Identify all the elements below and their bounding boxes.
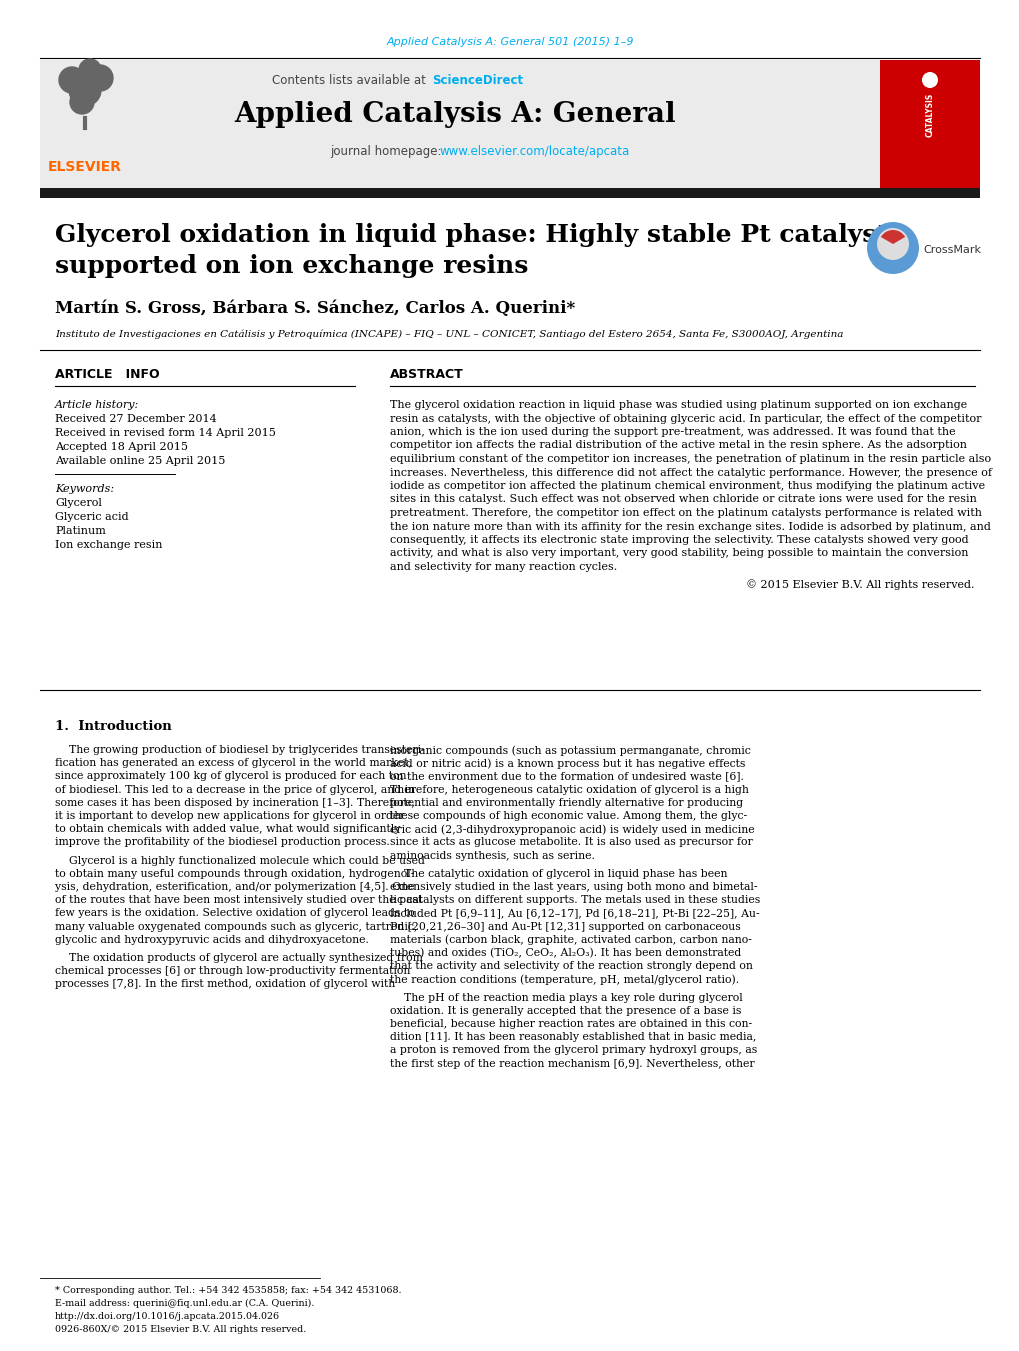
Text: The catalytic oxidation of glycerol in liquid phase has been: The catalytic oxidation of glycerol in l… [389,869,727,878]
Text: Glycerol: Glycerol [55,499,102,508]
Text: Keywords:: Keywords: [55,484,114,494]
Text: Glycerol is a highly functionalized molecule which could be used: Glycerol is a highly functionalized mole… [55,855,425,866]
Text: Platinum: Platinum [55,526,106,536]
Text: some cases it has been disposed by incineration [1–3]. Therefore,: some cases it has been disposed by incin… [55,798,415,808]
Text: CATALYSIS: CATALYSIS [924,93,933,136]
Text: included Pt [6,9–11], Au [6,12–17], Pd [6,18–21], Pt-Bi [22–25], Au-: included Pt [6,9–11], Au [6,12–17], Pd [… [389,908,759,919]
Text: oxidation. It is generally accepted that the presence of a base is: oxidation. It is generally accepted that… [389,1005,741,1016]
Text: that the activity and selectivity of the reaction strongly depend on: that the activity and selectivity of the… [389,961,752,971]
Text: a proton is removed from the glycerol primary hydroxyl groups, as: a proton is removed from the glycerol pr… [389,1046,756,1055]
Text: chemical processes [6] or through low-productivity fermentation: chemical processes [6] or through low-pr… [55,966,410,977]
Circle shape [69,74,101,105]
Text: fication has generated an excess of glycerol in the world market,: fication has generated an excess of glyc… [55,758,412,769]
Text: activity, and what is also very important, very good stability, being possible t: activity, and what is also very importan… [389,549,968,558]
Text: many valuable oxygenated compounds such as glyceric, tartronic,: many valuable oxygenated compounds such … [55,921,417,932]
Text: ABSTRACT: ABSTRACT [389,369,464,381]
Text: Article history:: Article history: [55,400,140,409]
Text: since approximately 100 kg of glycerol is produced for each ton: since approximately 100 kg of glycerol i… [55,771,407,781]
Bar [40,188,979,199]
Text: acid or nitric acid) is a known process but it has negative effects: acid or nitric acid) is a known process … [389,758,745,769]
Text: the reaction conditions (temperature, pH, metal/glycerol ratio).: the reaction conditions (temperature, pH… [389,974,739,985]
Text: dition [11]. It has been reasonably established that in basic media,: dition [11]. It has been reasonably esta… [389,1032,756,1042]
Text: anion, which is the ion used during the support pre-treatment, was addressed. It: anion, which is the ion used during the … [389,427,955,436]
Text: The pH of the reaction media plays a key role during glycerol: The pH of the reaction media plays a key… [389,993,742,1002]
Text: ScienceDirect: ScienceDirect [432,73,523,86]
Text: CrossMark: CrossMark [922,245,980,255]
Text: extensively studied in the last years, using both mono and bimetal-: extensively studied in the last years, u… [389,882,757,892]
Text: Glycerol oxidation in liquid phase: Highly stable Pt catalysts: Glycerol oxidation in liquid phase: High… [55,223,901,247]
Text: increases. Nevertheless, this difference did not affect the catalytic performanc: increases. Nevertheless, this difference… [389,467,991,477]
Text: and selectivity for many reaction cycles.: and selectivity for many reaction cycles… [389,562,616,571]
Circle shape [78,59,101,81]
Text: it is important to develop new applications for glycerol in order: it is important to develop new applicati… [55,811,405,821]
Text: the first step of the reaction mechanism [6,9]. Nevertheless, other: the first step of the reaction mechanism… [389,1059,754,1069]
Text: Contents lists available at: Contents lists available at [272,73,430,86]
Bar [40,59,879,188]
Text: The growing production of biodiesel by triglycerides transesteri-: The growing production of biodiesel by t… [55,744,424,755]
Circle shape [70,91,94,113]
Text: ARTICLE   INFO: ARTICLE INFO [55,369,159,381]
Text: Available online 25 April 2015: Available online 25 April 2015 [55,457,225,466]
Text: Instituto de Investigaciones en Catálisis y Petroquímica (INCAPE) – FIQ – UNL – : Instituto de Investigaciones en Catálisi… [55,330,843,339]
Text: few years is the oxidation. Selective oxidation of glycerol leads to: few years is the oxidation. Selective ox… [55,908,414,919]
Text: beneficial, because higher reaction rates are obtained in this con-: beneficial, because higher reaction rate… [389,1019,751,1029]
Text: resin as catalysts, with the objective of obtaining glyceric acid. In particular: resin as catalysts, with the objective o… [389,413,980,423]
Text: http://dx.doi.org/10.1016/j.apcata.2015.04.026: http://dx.doi.org/10.1016/j.apcata.2015.… [55,1312,280,1321]
Text: to obtain many useful compounds through oxidation, hydrogenol-: to obtain many useful compounds through … [55,869,414,878]
Circle shape [921,72,937,88]
Text: these compounds of high economic value. Among them, the glyc-: these compounds of high economic value. … [389,811,746,821]
Text: www.elsevier.com/locate/apcata: www.elsevier.com/locate/apcata [439,146,630,158]
Text: tubes) and oxides (TiO₂, CeO₂, Al₂O₃). It has been demonstrated: tubes) and oxides (TiO₂, CeO₂, Al₂O₃). I… [389,948,741,958]
Circle shape [59,68,85,93]
Text: iodide as competitor ion affected the platinum chemical environment, thus modify: iodide as competitor ion affected the pl… [389,481,984,490]
Text: on the environment due to the formation of undesired waste [6].: on the environment due to the formation … [389,771,743,781]
Text: supported on ion exchange resins: supported on ion exchange resins [55,254,528,278]
Text: Received 27 December 2014: Received 27 December 2014 [55,413,217,424]
Circle shape [866,222,918,274]
Text: journal homepage:: journal homepage: [330,146,445,158]
Text: to obtain chemicals with added value, what would significantly: to obtain chemicals with added value, wh… [55,824,400,834]
Text: the ion nature more than with its affinity for the resin exchange sites. Iodide : the ion nature more than with its affini… [389,521,989,531]
Text: Applied Catalysis A: General 501 (2015) 1–9: Applied Catalysis A: General 501 (2015) … [386,36,633,47]
Bar [879,59,979,188]
Text: E-mail address: querini@fiq.unl.edu.ar (C.A. Querini).: E-mail address: querini@fiq.unl.edu.ar (… [55,1300,314,1308]
Text: Glyceric acid: Glyceric acid [55,512,128,521]
Text: sites in this catalyst. Such effect was not observed when chloride or citrate io: sites in this catalyst. Such effect was … [389,494,976,504]
Text: Applied Catalysis A: General: Applied Catalysis A: General [234,101,676,128]
Text: equilibrium constant of the competitor ion increases, the penetration of platinu: equilibrium constant of the competitor i… [389,454,990,463]
Text: The glycerol oxidation reaction in liquid phase was studied using platinum suppo: The glycerol oxidation reaction in liqui… [389,400,966,409]
Text: processes [7,8]. In the first method, oxidation of glycerol with: processes [7,8]. In the first method, ox… [55,979,395,989]
Text: since it acts as glucose metabolite. It is also used as precursor for: since it acts as glucose metabolite. It … [389,838,752,847]
Circle shape [87,65,113,91]
Text: improve the profitability of the biodiesel production process.: improve the profitability of the biodies… [55,838,389,847]
Text: Martín S. Gross, Bárbara S. Sánchez, Carlos A. Querini*: Martín S. Gross, Bárbara S. Sánchez, Car… [55,300,575,316]
Text: inorganic compounds (such as potassium permanganate, chromic: inorganic compounds (such as potassium p… [389,744,750,755]
Text: The oxidation products of glycerol are actually synthesized from: The oxidation products of glycerol are a… [55,952,423,963]
Circle shape [876,228,908,259]
Text: 1.  Introduction: 1. Introduction [55,720,171,734]
Text: potential and environmentally friendly alternative for producing: potential and environmentally friendly a… [389,798,743,808]
Text: aminoacids synthesis, such as serine.: aminoacids synthesis, such as serine. [389,851,594,861]
Text: Ion exchange resin: Ion exchange resin [55,540,162,550]
Text: © 2015 Elsevier B.V. All rights reserved.: © 2015 Elsevier B.V. All rights reserved… [746,580,974,590]
Text: Pd [20,21,26–30] and Au-Pt [12,31] supported on carbonaceous: Pd [20,21,26–30] and Au-Pt [12,31] suppo… [389,921,740,932]
Text: glycolic and hydroxypyruvic acids and dihydroxyacetone.: glycolic and hydroxypyruvic acids and di… [55,935,369,944]
Text: Accepted 18 April 2015: Accepted 18 April 2015 [55,442,187,453]
Text: of the routes that have been most intensively studied over the past: of the routes that have been most intens… [55,896,422,905]
Text: of biodiesel. This led to a decrease in the price of glycerol, and in: of biodiesel. This led to a decrease in … [55,785,415,794]
Text: 0926-860X/© 2015 Elsevier B.V. All rights reserved.: 0926-860X/© 2015 Elsevier B.V. All right… [55,1325,306,1333]
Text: lic catalysts on different supports. The metals used in these studies: lic catalysts on different supports. The… [389,896,759,905]
Wedge shape [880,230,904,245]
Text: eric acid (2,3-dihydroxypropanoic acid) is widely used in medicine: eric acid (2,3-dihydroxypropanoic acid) … [389,824,754,835]
Text: Therefore, heterogeneous catalytic oxidation of glycerol is a high: Therefore, heterogeneous catalytic oxida… [389,785,748,794]
Text: competitor ion affects the radial distribution of the active metal in the resin : competitor ion affects the radial distri… [389,440,966,450]
Text: ysis, dehydration, esterification, and/or polymerization [4,5]. One: ysis, dehydration, esterification, and/o… [55,882,414,892]
Text: ELSEVIER: ELSEVIER [48,159,122,174]
Text: consequently, it affects its electronic state improving the selectivity. These c: consequently, it affects its electronic … [389,535,968,544]
Text: * Corresponding author. Tel.: +54 342 4535858; fax: +54 342 4531068.: * Corresponding author. Tel.: +54 342 45… [55,1286,401,1296]
Text: Received in revised form 14 April 2015: Received in revised form 14 April 2015 [55,428,275,438]
Text: pretreatment. Therefore, the competitor ion effect on the platinum catalysts per: pretreatment. Therefore, the competitor … [389,508,981,517]
Text: materials (carbon black, graphite, activated carbon, carbon nano-: materials (carbon black, graphite, activ… [389,935,751,946]
